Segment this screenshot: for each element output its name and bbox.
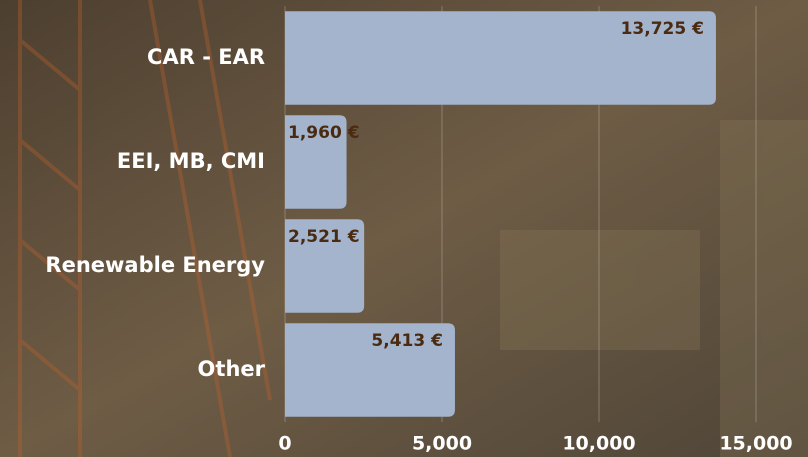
category-label: Renewable Energy (45, 253, 265, 277)
x-tick-label: 15,000 (719, 433, 792, 455)
bar (285, 323, 455, 417)
bar (285, 219, 365, 313)
x-tick-label: 10,000 (562, 433, 635, 455)
value-label: 2,521 € (288, 227, 360, 247)
bar (285, 115, 347, 209)
category-label: EEI, MB, CMI (117, 149, 265, 173)
category-label: CAR - EAR (147, 45, 265, 69)
category-label: Other (198, 357, 266, 381)
value-label: 1,960 € (288, 123, 360, 143)
value-label: 13,725 € (621, 19, 704, 39)
x-tick-label: 5,000 (412, 433, 472, 455)
background-decoration (500, 120, 808, 457)
x-tick-label: 0 (278, 433, 291, 455)
background-decoration (18, 0, 272, 457)
bar (285, 11, 716, 105)
value-label: 5,413 € (371, 331, 443, 351)
